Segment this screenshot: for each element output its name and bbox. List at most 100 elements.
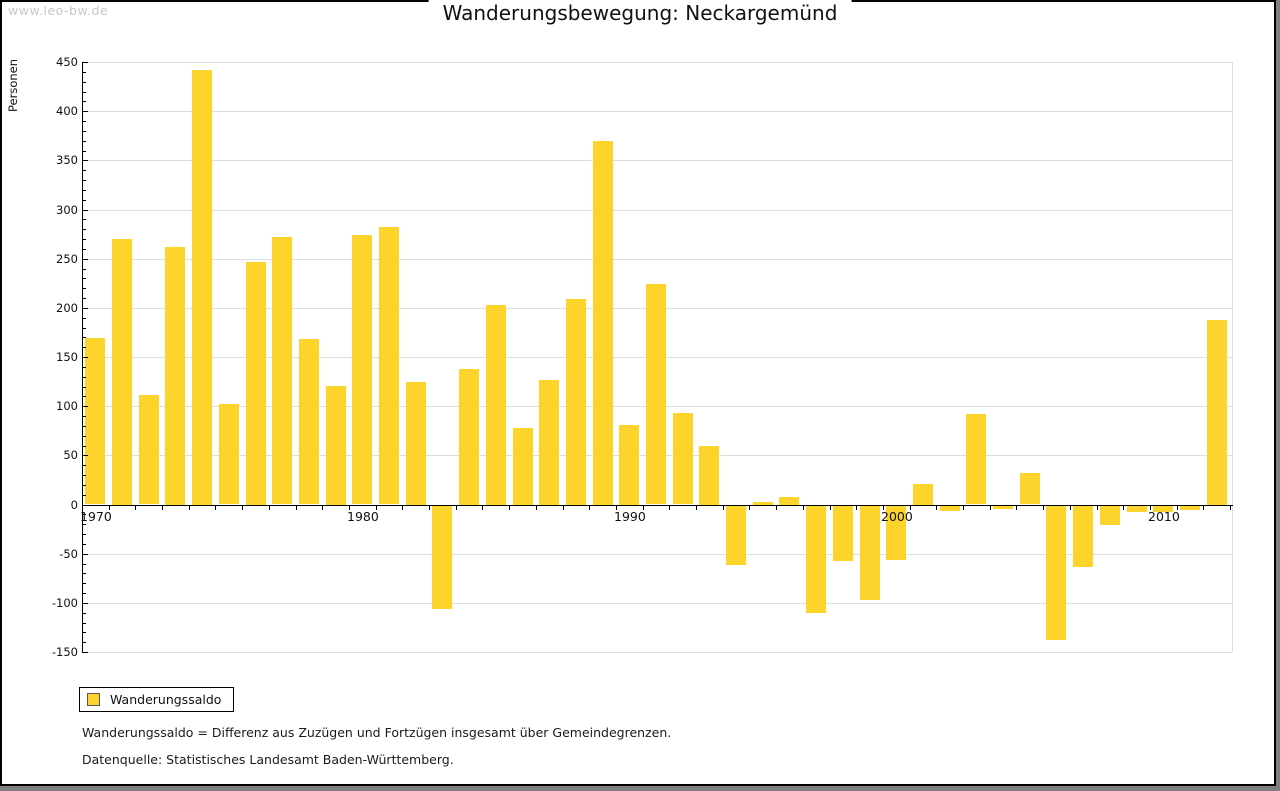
y-minor-tick	[83, 573, 86, 574]
bar	[646, 284, 666, 504]
y-minor-tick	[83, 475, 86, 476]
x-tick	[1043, 506, 1044, 510]
x-tick	[776, 506, 777, 510]
y-major-tick	[83, 505, 88, 506]
y-major-tick	[83, 406, 88, 407]
bar	[486, 305, 506, 505]
gridline	[82, 111, 1232, 112]
bar	[753, 502, 773, 505]
y-minor-tick	[83, 101, 86, 102]
x-tick	[429, 506, 430, 510]
bar	[139, 395, 159, 504]
x-tick	[696, 506, 697, 510]
y-minor-tick	[83, 524, 86, 525]
y-minor-tick	[83, 328, 86, 329]
x-tick	[349, 506, 350, 510]
x-tick	[296, 506, 297, 510]
bar	[779, 497, 799, 505]
x-tick-label: 1970	[80, 509, 112, 524]
y-tick-label: 200	[56, 301, 78, 315]
bar	[886, 506, 906, 560]
bar	[806, 506, 826, 613]
y-minor-tick	[83, 337, 86, 338]
x-tick	[910, 506, 911, 510]
x-tick	[643, 506, 644, 510]
x-tick	[1150, 506, 1151, 510]
y-minor-tick	[83, 288, 86, 289]
y-minor-tick	[83, 249, 86, 250]
x-tick-label: 2010	[1148, 509, 1180, 524]
x-tick	[242, 506, 243, 510]
footnote-definition: Wanderungssaldo = Differenz aus Zuzügen …	[82, 725, 672, 740]
y-minor-tick	[83, 92, 86, 93]
x-tick	[1123, 506, 1124, 510]
y-tick-label: 50	[63, 448, 78, 462]
y-minor-tick	[83, 219, 86, 220]
gridline	[82, 652, 1232, 653]
x-tick	[723, 506, 724, 510]
x-tick	[1230, 506, 1231, 510]
y-tick-label: 450	[56, 55, 78, 69]
y-major-tick	[83, 357, 88, 358]
y-minor-tick	[83, 416, 86, 417]
bar	[566, 299, 586, 505]
x-tick	[162, 506, 163, 510]
y-minor-tick	[83, 613, 86, 614]
bar	[1153, 506, 1173, 512]
bar	[219, 404, 239, 504]
y-minor-tick	[83, 396, 86, 397]
y-minor-tick	[83, 82, 86, 83]
bar	[299, 339, 319, 504]
bar	[432, 506, 452, 609]
bar	[165, 247, 185, 505]
y-minor-tick	[83, 269, 86, 270]
x-tick-label: 1980	[347, 509, 379, 524]
bar	[406, 382, 426, 505]
plot-right-border	[1232, 62, 1233, 652]
x-tick	[1016, 506, 1017, 510]
y-minor-tick	[83, 534, 86, 535]
x-tick	[883, 506, 884, 510]
bar	[326, 386, 346, 505]
y-minor-tick	[83, 426, 86, 427]
y-minor-tick	[83, 514, 86, 515]
y-major-tick	[83, 652, 88, 653]
gridline	[82, 62, 1232, 63]
legend: Wanderungssaldo	[79, 687, 235, 712]
y-minor-tick	[83, 632, 86, 633]
y-minor-tick	[83, 229, 86, 230]
y-minor-tick	[83, 583, 86, 584]
x-tick	[803, 506, 804, 510]
bar	[246, 262, 266, 505]
x-tick-label: 2000	[881, 509, 913, 524]
y-minor-tick	[83, 387, 86, 388]
x-tick-label: 1990	[614, 509, 646, 524]
gridline	[82, 554, 1232, 555]
y-tick-label: 0	[70, 498, 78, 512]
bar	[272, 237, 292, 504]
legend-swatch-icon	[87, 693, 100, 706]
y-minor-tick	[83, 465, 86, 466]
y-minor-tick	[83, 190, 86, 191]
y-minor-tick	[83, 623, 86, 624]
chart-title: Wanderungsbewegung: Neckargemünd	[428, 0, 852, 28]
y-minor-tick	[83, 642, 86, 643]
x-tick	[589, 506, 590, 510]
y-major-tick	[83, 160, 88, 161]
bar	[459, 369, 479, 505]
bar	[833, 506, 853, 561]
x-tick	[109, 506, 110, 510]
bar	[993, 506, 1013, 509]
x-tick	[1177, 506, 1178, 510]
bar	[1127, 506, 1147, 512]
y-tick-label: 400	[56, 104, 78, 118]
bar	[673, 413, 693, 504]
y-minor-tick	[83, 200, 86, 201]
bar	[913, 484, 933, 505]
x-tick	[963, 506, 964, 510]
x-tick	[189, 506, 190, 510]
x-tick	[376, 506, 377, 510]
bar	[539, 380, 559, 505]
